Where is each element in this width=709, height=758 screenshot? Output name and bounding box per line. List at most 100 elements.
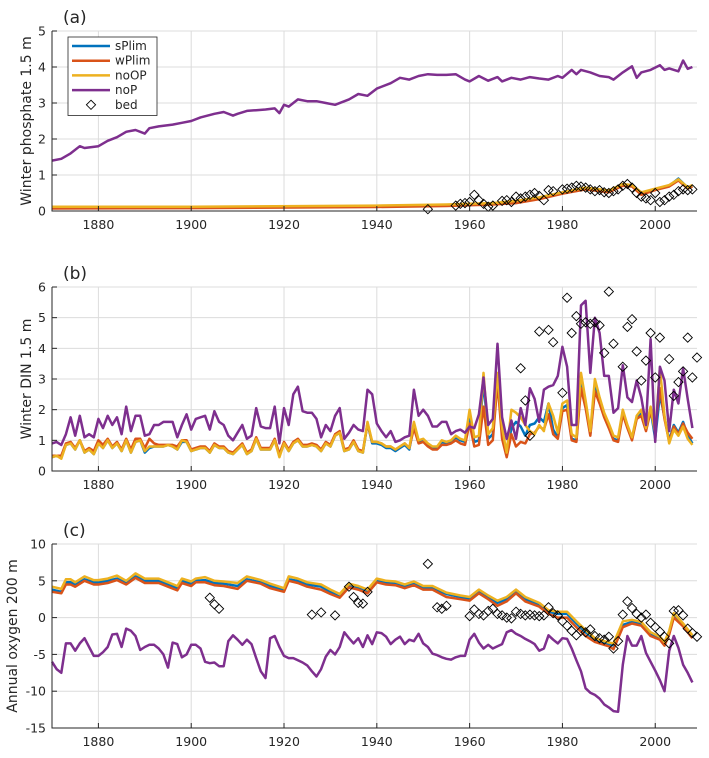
bed-marker — [612, 184, 624, 195]
plot-area — [51, 286, 703, 460]
y-tick-label: 5 — [38, 573, 46, 588]
bed-marker — [515, 363, 526, 374]
bed-marker — [603, 286, 615, 297]
y-tick-label: 6 — [38, 280, 46, 295]
x-tick-label: 1940 — [361, 477, 393, 492]
bed-marker — [631, 187, 642, 199]
y-tick-label: 0 — [38, 464, 46, 479]
bed-marker — [422, 203, 434, 215]
bed-marker — [543, 324, 554, 336]
bed-marker — [547, 336, 559, 348]
legend-item: sPlim — [72, 39, 147, 53]
bed-marker — [663, 191, 675, 202]
series-line-splim — [52, 177, 693, 209]
bed-marker — [626, 182, 638, 193]
x-tick-label: 1940 — [361, 217, 393, 232]
bed-marker — [496, 610, 508, 621]
y-tick-label: 4 — [38, 341, 46, 356]
bed-marker — [538, 610, 550, 621]
bed-marker — [547, 185, 559, 197]
bed-marker — [650, 187, 661, 199]
y-tick-label: 5 — [38, 24, 46, 39]
x-tick-label: 1940 — [361, 734, 393, 749]
x-tick-label: 1980 — [547, 477, 579, 492]
bed-marker — [441, 600, 452, 612]
x-tick-label: 1960 — [454, 217, 486, 232]
bed-marker — [645, 194, 656, 206]
y-tick-label: 3 — [38, 372, 46, 387]
y-tick-label: 5 — [38, 310, 46, 325]
bed-marker — [594, 184, 605, 196]
legend-item: bed — [85, 98, 138, 112]
bed-marker — [617, 180, 628, 192]
x-tick-label: 1880 — [82, 217, 114, 232]
bed-marker — [631, 346, 642, 357]
bed-marker — [315, 607, 327, 618]
bed-marker — [654, 196, 666, 208]
panel-label: (b) — [63, 264, 87, 284]
y-axis-label: Annual oxygen 200 m — [5, 559, 21, 712]
x-tick-label: 1980 — [547, 217, 579, 232]
bed-marker — [663, 353, 675, 365]
bed-marker — [687, 184, 698, 195]
x-tick-label: 1960 — [454, 734, 486, 749]
series-line-noop — [51, 367, 694, 460]
bed-marker — [524, 189, 536, 201]
bed-marker — [687, 372, 698, 383]
bed-marker — [659, 631, 670, 642]
x-tick-label: 1880 — [82, 734, 114, 749]
bed-marker — [213, 603, 225, 615]
bed-marker — [622, 321, 633, 333]
bed-marker — [306, 609, 318, 620]
y-tick-label: 0 — [38, 204, 46, 219]
bed-marker — [654, 332, 666, 343]
bed-marker — [645, 327, 656, 339]
bed-marker — [575, 318, 587, 330]
bed-marker — [631, 608, 642, 620]
bed-marker — [589, 185, 601, 197]
x-tick-label: 1880 — [82, 477, 114, 492]
bed-marker — [668, 390, 680, 402]
bed-marker — [580, 627, 591, 638]
bed-marker — [617, 361, 628, 372]
bed-marker — [636, 612, 647, 623]
bed-marker — [478, 610, 489, 621]
x-tick-label: 1900 — [175, 734, 207, 749]
bed-marker — [626, 602, 638, 614]
legend-label: noP — [115, 83, 137, 97]
bed-marker — [682, 184, 693, 196]
bed-marker — [608, 643, 619, 654]
x-tick-label: 1900 — [175, 217, 207, 232]
series-line-nop — [51, 59, 693, 162]
series-line-nop — [50, 627, 694, 714]
bed-marker — [362, 586, 373, 598]
bed-marker — [561, 292, 573, 303]
bed-marker — [677, 610, 689, 621]
legend-label: wPlim — [115, 54, 150, 68]
bed-marker — [496, 195, 508, 207]
bed-marker — [603, 187, 615, 199]
legend-item: noP — [72, 83, 137, 97]
bed-marker — [469, 189, 480, 201]
bed-marker — [561, 183, 573, 194]
panel-label: (c) — [63, 521, 86, 541]
bed-marker — [691, 352, 703, 363]
x-tick-label: 1900 — [175, 477, 207, 492]
y-tick-label: -5 — [34, 647, 46, 662]
series-line-nop — [51, 299, 694, 447]
x-tick-label: 1920 — [268, 477, 300, 492]
bed-marker — [520, 191, 531, 202]
bed-marker — [640, 355, 652, 366]
bed-marker — [436, 603, 448, 615]
x-tick-label: 2000 — [639, 734, 671, 749]
panel-a: (a) Winter phosphate 1.5 m 1880 1900 1920 1… — [19, 8, 698, 232]
legend-label: bed — [115, 98, 138, 112]
bed-marker — [348, 591, 359, 603]
bed-marker — [204, 592, 216, 603]
bed-marker — [520, 395, 531, 406]
bed-marker — [510, 606, 522, 617]
bed-marker — [673, 185, 684, 197]
bed-marker — [668, 189, 680, 201]
y-tick-label: 1 — [38, 433, 46, 448]
y-tick-label: 10 — [30, 537, 46, 552]
